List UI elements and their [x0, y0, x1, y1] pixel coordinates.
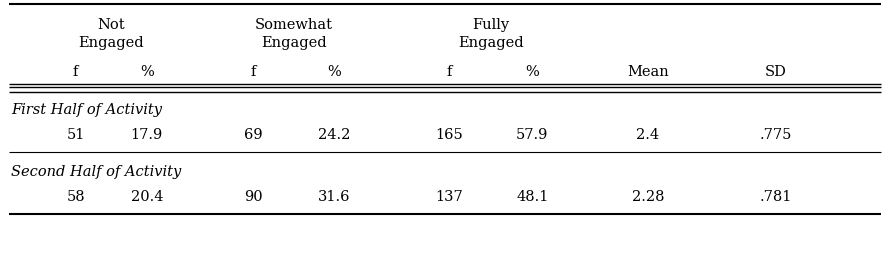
Text: 137: 137	[435, 190, 464, 204]
Text: %: %	[140, 65, 154, 79]
Text: Fully
Engaged: Fully Engaged	[458, 18, 524, 50]
Text: SD: SD	[765, 65, 787, 79]
Text: %: %	[525, 65, 539, 79]
Text: 2.4: 2.4	[636, 128, 659, 142]
Text: 165: 165	[435, 128, 464, 142]
Text: 48.1: 48.1	[516, 190, 548, 204]
Text: f: f	[447, 65, 452, 79]
Text: Somewhat
Engaged: Somewhat Engaged	[255, 18, 333, 50]
Text: f: f	[251, 65, 256, 79]
Text: First Half of Activity: First Half of Activity	[11, 103, 162, 117]
Text: 31.6: 31.6	[318, 190, 350, 204]
Text: %: %	[327, 65, 341, 79]
Text: Second Half of Activity: Second Half of Activity	[11, 165, 182, 179]
Text: 2.28: 2.28	[632, 190, 664, 204]
Text: f: f	[73, 65, 78, 79]
Text: 90: 90	[245, 190, 263, 204]
Text: 20.4: 20.4	[131, 190, 163, 204]
Text: 17.9: 17.9	[131, 128, 163, 142]
Text: 24.2: 24.2	[318, 128, 350, 142]
Text: Mean: Mean	[627, 65, 668, 79]
Text: Not
Engaged: Not Engaged	[78, 18, 144, 50]
Text: .775: .775	[760, 128, 792, 142]
Text: 51: 51	[67, 128, 85, 142]
Text: 58: 58	[67, 190, 85, 204]
Text: 57.9: 57.9	[516, 128, 548, 142]
Text: 69: 69	[245, 128, 263, 142]
Text: .781: .781	[760, 190, 792, 204]
